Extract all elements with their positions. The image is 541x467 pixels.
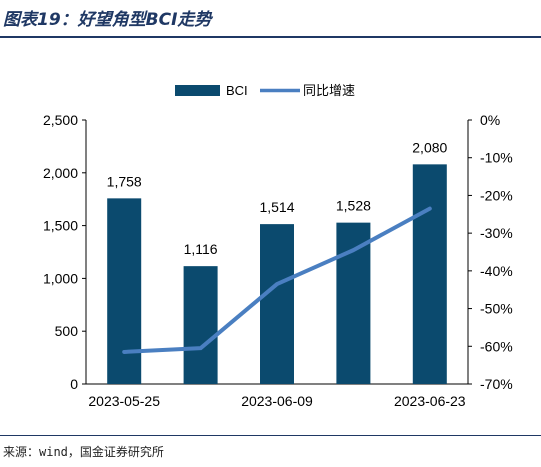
bar: [412, 164, 447, 384]
source-divider: [0, 435, 541, 436]
x-tick-label: 2023-06-09: [241, 393, 313, 409]
bar-series: [107, 164, 447, 384]
bar: [107, 198, 142, 384]
bar-data-label: 2,080: [412, 139, 447, 155]
bar: [183, 266, 218, 384]
bar-data-label: 1,758: [107, 173, 142, 189]
bar-data-labels: 1,758 1,116 1,514 1,528 2,080: [107, 139, 448, 257]
legend-label-yoy: 同比增速: [303, 83, 355, 98]
right-tick-label: -40%: [480, 263, 513, 279]
bar-data-label: 1,514: [259, 199, 294, 215]
source-note: 来源：wind，国金证券研究所: [3, 445, 164, 459]
yoy-line: [122, 206, 432, 354]
line-series: [122, 206, 432, 354]
bci-chart: BCI 同比增速 0 500 1,000 1,500 2,000 2,500 0% -10% -…: [43, 83, 513, 409]
right-tick-label: -10%: [480, 150, 513, 166]
x-tick-label: 2023-05-25: [88, 393, 160, 409]
left-tick-label: 1,500: [43, 218, 78, 234]
right-tick-label: -30%: [480, 225, 513, 241]
legend: BCI 同比增速: [175, 83, 355, 98]
page-title: 图表19：好望角型BCI走势: [3, 10, 212, 30]
right-tick-label: -70%: [480, 376, 513, 392]
x-tick-label: 2023-06-23: [394, 393, 466, 409]
right-tick-label: -20%: [480, 187, 513, 203]
bar-data-label: 1,116: [184, 241, 218, 257]
left-tick-label: 500: [55, 323, 79, 339]
bar: [260, 224, 294, 384]
axes: 0 500 1,000 1,500 2,000 2,500 0% -10% -20% -30% -4…: [43, 112, 513, 409]
legend-swatch-bci: [175, 85, 220, 96]
title-divider: [0, 36, 541, 38]
left-tick-label: 1,000: [43, 270, 78, 286]
right-tick-label: -50%: [480, 301, 513, 317]
right-tick-label: -60%: [480, 338, 513, 354]
left-tick-label: 2,000: [43, 165, 78, 181]
right-tick-label: 0%: [480, 112, 500, 128]
bar-data-label: 1,528: [336, 198, 371, 214]
left-tick-label: 2,500: [43, 112, 78, 128]
legend-label-bci: BCI: [226, 83, 248, 98]
bar: [336, 222, 371, 384]
left-tick-label: 0: [70, 376, 78, 392]
title-bar: 图表19：好望角型BCI走势: [0, 0, 541, 38]
